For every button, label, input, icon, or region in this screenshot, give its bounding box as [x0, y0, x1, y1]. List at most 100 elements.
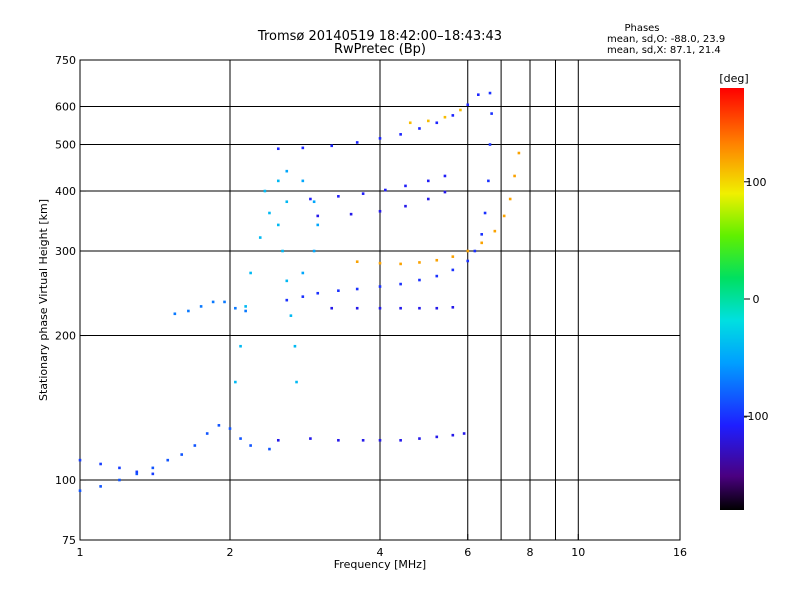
data-point [228, 427, 232, 430]
y-tick-label: 750 [55, 54, 76, 67]
data-point [309, 197, 312, 201]
data-point [426, 119, 430, 123]
colorbar [720, 88, 744, 510]
data-point [502, 214, 506, 218]
x-tick-label: 1 [77, 546, 84, 559]
data-point [443, 115, 447, 119]
data-point [466, 103, 470, 107]
data-point [166, 458, 170, 462]
y-tick-label: 200 [55, 330, 76, 343]
data-point [399, 262, 402, 266]
data-point [268, 211, 271, 215]
data-point [473, 249, 477, 253]
data-point [234, 306, 237, 310]
data-point [355, 141, 359, 144]
data-point [249, 271, 252, 275]
data-point [493, 229, 497, 233]
data-point [399, 438, 402, 442]
data-point [289, 314, 293, 317]
data-point [435, 258, 439, 262]
y-tick-label: 600 [55, 101, 76, 114]
data-point [316, 291, 320, 295]
data-point [239, 437, 242, 440]
data-point [426, 197, 430, 201]
data-point [249, 444, 252, 447]
data-point [443, 190, 447, 194]
data-point [316, 223, 320, 227]
y-tick-label: 75 [62, 534, 76, 547]
data-point [285, 169, 289, 173]
data-point [490, 112, 493, 115]
data-point [418, 278, 421, 282]
colorbar-tick-label: 0 [753, 293, 760, 306]
data-point [99, 485, 102, 488]
data-point [399, 133, 402, 136]
x-tick-label: 10 [571, 546, 585, 559]
data-point [276, 147, 280, 151]
data-point [399, 306, 402, 310]
data-point [312, 200, 316, 204]
data-point [234, 380, 237, 384]
data-point [513, 174, 516, 178]
data-point [312, 249, 316, 253]
y-tick-label: 300 [55, 245, 76, 258]
data-points [78, 91, 521, 493]
data-point [466, 259, 470, 263]
data-point [301, 179, 305, 183]
data-point [399, 282, 402, 286]
data-point [487, 179, 490, 183]
data-point [217, 424, 221, 427]
y-tick-label: 100 [55, 474, 76, 487]
data-point [378, 438, 382, 442]
data-point [301, 271, 305, 275]
data-point [355, 287, 359, 291]
data-point [418, 127, 421, 130]
data-point [211, 300, 215, 304]
data-point [187, 309, 190, 313]
data-point [488, 91, 492, 95]
data-point [355, 260, 359, 264]
data-point [99, 462, 102, 466]
data-point [276, 438, 280, 442]
data-point [151, 472, 155, 476]
data-point [301, 295, 305, 298]
data-point [466, 249, 470, 253]
data-point [285, 200, 289, 204]
data-point [408, 121, 412, 125]
data-point [263, 189, 267, 193]
data-point [384, 188, 387, 192]
data-point [451, 268, 455, 272]
data-point [378, 261, 382, 265]
y-tick-label: 500 [55, 139, 76, 152]
data-point [135, 472, 139, 476]
data-point [404, 204, 407, 208]
data-point [477, 93, 480, 96]
data-point [281, 249, 284, 253]
data-point [435, 435, 439, 439]
chart-subtitle: RwPretec (Bp) [334, 42, 426, 57]
data-point [480, 241, 484, 245]
data-point [285, 298, 289, 302]
x-tick-label: 16 [673, 546, 687, 559]
data-point [418, 261, 421, 264]
x-tick-label: 8 [527, 546, 534, 559]
colorbar-label: [deg] [719, 72, 748, 85]
x-tick-label: 6 [464, 546, 471, 559]
axis-ticks: 1 2 4 6 8 10 16 75 100 200 300 400 500 600 750 [55, 54, 687, 559]
data-point [135, 470, 139, 474]
data-point [451, 306, 455, 309]
data-point [462, 432, 466, 435]
grid-lines [80, 60, 680, 540]
data-point [78, 489, 82, 493]
data-point [268, 447, 271, 451]
data-point [293, 344, 297, 348]
data-point [244, 309, 247, 313]
data-point [285, 279, 289, 283]
data-point [378, 285, 382, 288]
y-axis-label: Stationary phase Virtual Height [km] [37, 199, 50, 401]
x-tick-label: 2 [227, 546, 234, 559]
data-point [378, 209, 382, 213]
data-point [404, 184, 407, 188]
data-point [258, 236, 262, 239]
